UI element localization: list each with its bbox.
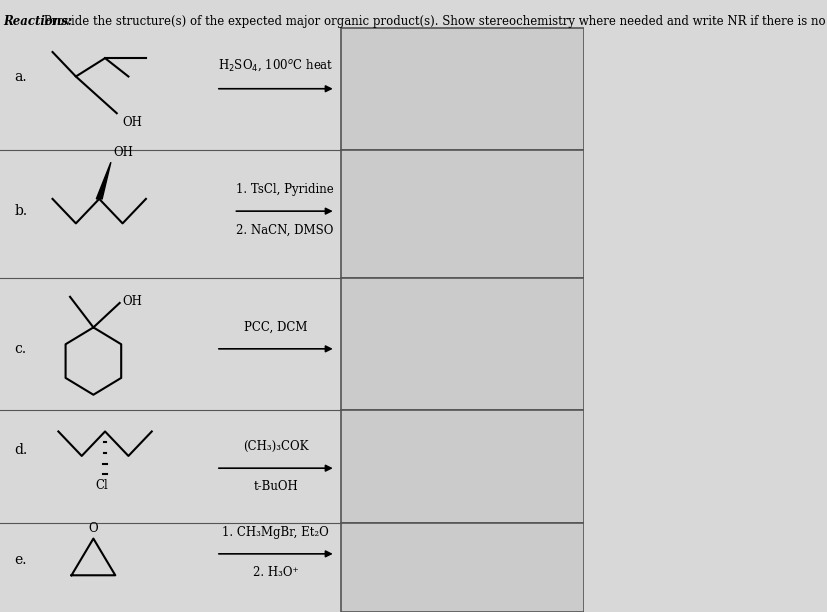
Text: Provide the structure(s) of the expected major organic product(s). Show stereoch: Provide the structure(s) of the expected…: [40, 15, 827, 28]
Text: t-BuOH: t-BuOH: [253, 480, 298, 493]
Text: PCC, DCM: PCC, DCM: [244, 321, 307, 334]
Text: Cl: Cl: [96, 479, 108, 492]
Text: b.: b.: [15, 204, 27, 218]
Polygon shape: [96, 162, 111, 199]
Text: (CH₃)₃COK: (CH₃)₃COK: [243, 440, 308, 453]
FancyBboxPatch shape: [341, 150, 583, 278]
Text: O: O: [88, 523, 98, 536]
FancyBboxPatch shape: [341, 28, 583, 150]
Text: H$_2$SO$_4$, 100$^o$C heat: H$_2$SO$_4$, 100$^o$C heat: [218, 58, 333, 73]
Text: 2. H₃O⁺: 2. H₃O⁺: [253, 566, 299, 579]
FancyBboxPatch shape: [341, 278, 583, 410]
Text: e.: e.: [15, 553, 27, 567]
Text: OH: OH: [122, 116, 142, 129]
FancyBboxPatch shape: [341, 410, 583, 523]
Text: 2. NaCN, DMSO: 2. NaCN, DMSO: [236, 223, 332, 236]
Text: 1. CH₃MgBr, Et₂O: 1. CH₃MgBr, Et₂O: [222, 526, 329, 539]
Text: OH: OH: [113, 146, 133, 159]
FancyBboxPatch shape: [341, 523, 583, 612]
Text: 1. TsCl, Pyridine: 1. TsCl, Pyridine: [236, 183, 333, 196]
Text: Reactions:: Reactions:: [3, 15, 72, 28]
Text: a.: a.: [15, 70, 27, 83]
Text: OH: OH: [122, 295, 142, 308]
Text: c.: c.: [15, 342, 26, 356]
Text: d.: d.: [15, 443, 28, 457]
